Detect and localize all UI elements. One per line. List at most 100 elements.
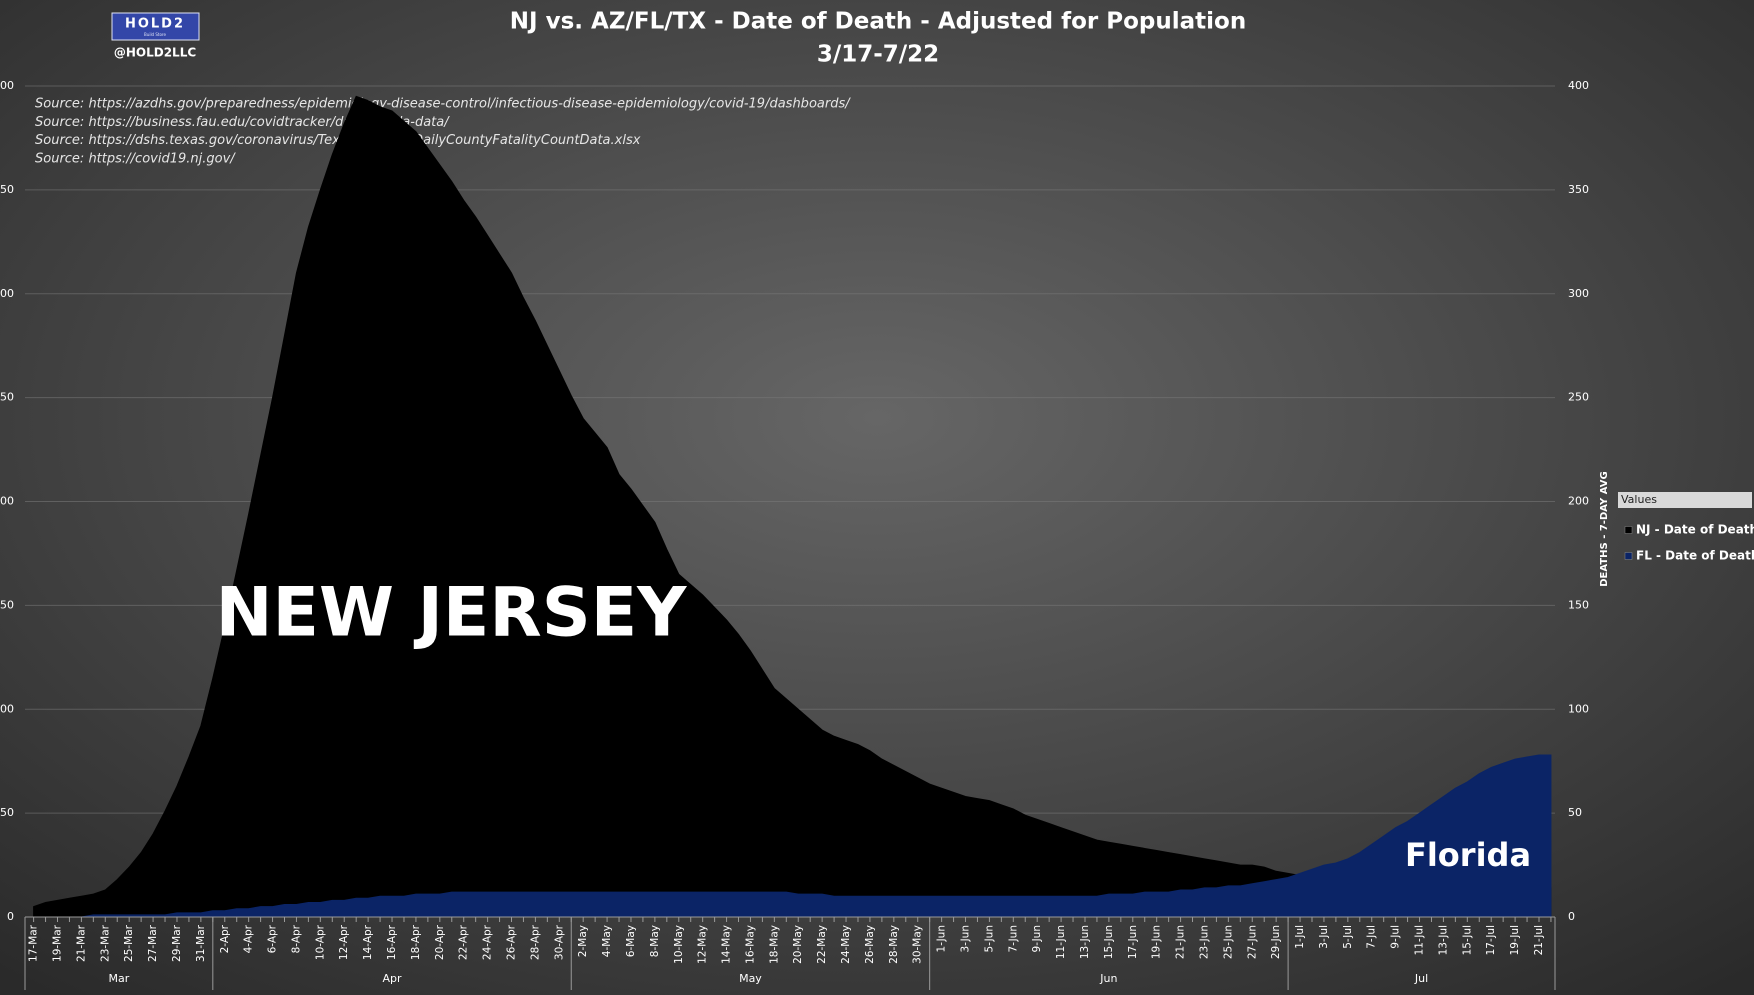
legend-header xyxy=(1618,492,1752,508)
x-tick-label: 24-May xyxy=(840,925,852,964)
logo-tagline: Build Store xyxy=(144,32,166,37)
x-tick-label: 25-Jun xyxy=(1222,925,1234,959)
x-tick-label: 15-Jul xyxy=(1461,925,1473,955)
x-tick-label: 29-Jun xyxy=(1270,925,1282,959)
x-tick-label: 11-Jul xyxy=(1414,925,1426,955)
x-tick-label: 3-Jun xyxy=(960,925,972,952)
x-tick-label: 22-Apr xyxy=(458,924,470,960)
x-tick-label: 9-Jul xyxy=(1390,925,1402,949)
x-tick-label: 15-Jun xyxy=(1103,925,1115,959)
y2-tick-label: 100 xyxy=(1568,702,1589,715)
x-tick-label: 16-May xyxy=(744,925,756,964)
x-tick-label: 23-Jun xyxy=(1198,925,1210,959)
y-axis-label: DEATHS - 7-DAY AVG xyxy=(1599,471,1610,587)
logo-box xyxy=(111,12,200,41)
x-tick-label: 6-May xyxy=(625,925,637,957)
x-tick-label: 19-Mar xyxy=(51,924,63,962)
x-tick-label: 13-Jul xyxy=(1437,925,1449,955)
y2-tick-label: 350 xyxy=(1568,183,1589,196)
logo-handle: @HOLD2LLC xyxy=(114,46,196,60)
x-tick-label: 21-Jun xyxy=(1175,925,1187,959)
source-note: Source: https://covid19.nj.gov/ xyxy=(35,151,236,166)
x-tick-label: 6-Apr xyxy=(267,924,279,953)
x-tick-label: 7-Jun xyxy=(1007,925,1019,952)
x-tick-label: 1-Jul xyxy=(1294,925,1306,949)
x-tick-label: 21-Mar xyxy=(75,924,87,962)
x-tick-label: 19-Jun xyxy=(1151,925,1163,959)
source-note: Source: https://azdhs.gov/preparedness/e… xyxy=(35,97,851,112)
x-tick-label: 10-May xyxy=(673,925,685,964)
y-tick-label: 100 xyxy=(0,702,14,715)
annotation: Florida xyxy=(1405,836,1531,874)
y2-tick-label: 200 xyxy=(1568,495,1589,508)
x-tick-label: 17-Jun xyxy=(1127,925,1139,959)
month-label: May xyxy=(739,972,762,985)
x-tick-label: 26-Apr xyxy=(506,924,518,960)
x-tick-label: 4-May xyxy=(601,925,613,957)
legend-label: FL - Date of Death xyxy=(1636,549,1754,563)
x-tick-label: 16-Apr xyxy=(386,924,398,960)
x-tick-label: 25-Mar xyxy=(123,924,135,962)
month-label: Apr xyxy=(383,972,403,985)
x-tick-label: 3-Jul xyxy=(1318,925,1330,949)
y2-tick-label: 400 xyxy=(1568,79,1589,92)
chart-subtitle: 3/17-7/22 xyxy=(817,42,939,68)
x-tick-label: 4-Apr xyxy=(243,924,255,953)
x-tick-label: 5-Jul xyxy=(1342,925,1354,949)
legend: Values NJ - Date of Death FL - Date of Dea… xyxy=(1618,492,1754,563)
x-tick-label: 28-Apr xyxy=(529,924,541,960)
legend-swatch xyxy=(1624,526,1633,534)
y-tick-label: 350 xyxy=(0,183,14,196)
x-tick-label: 21-Jul xyxy=(1533,925,1545,955)
month-label: Mar xyxy=(109,972,130,985)
y2-tick-label: 300 xyxy=(1568,287,1589,300)
x-tick-label: 18-Apr xyxy=(410,924,422,960)
x-tick-label: 18-May xyxy=(768,925,780,964)
x-tick-label: 5-Jun xyxy=(983,925,995,952)
x-tick-label: 22-May xyxy=(816,925,828,964)
x-tick-label: 2-May xyxy=(577,925,589,957)
month-label: Jul xyxy=(1414,972,1428,985)
x-tick-label: 8-Apr xyxy=(290,924,302,953)
x-tick-label: 17-Jul xyxy=(1485,925,1497,955)
x-tick-label: 20-May xyxy=(792,925,804,964)
y-tick-label: 0 xyxy=(7,910,14,923)
y2-tick-label: 0 xyxy=(1568,910,1575,923)
x-tick-label: 11-Jun xyxy=(1055,925,1067,959)
x-tick-label: 14-Apr xyxy=(362,924,374,960)
x-tick-label: 27-Jun xyxy=(1246,925,1258,959)
month-label: Jun xyxy=(1099,972,1117,985)
x-tick-label: 7-Jul xyxy=(1366,925,1378,949)
chart-title: NJ vs. AZ/FL/TX - Date of Death - Adjust… xyxy=(510,9,1246,35)
x-tick-label: 8-May xyxy=(649,925,661,957)
y2-tick-label: 250 xyxy=(1568,391,1589,404)
y2-tick-label: 150 xyxy=(1568,598,1589,611)
y-tick-label: 50 xyxy=(0,806,14,819)
legend-title: Values xyxy=(1621,493,1657,506)
x-tick-label: 27-Mar xyxy=(147,924,159,962)
x-tick-label: 23-Mar xyxy=(99,924,111,962)
x-tick-label: 19-Jul xyxy=(1509,925,1521,955)
x-tick-label: 12-Apr xyxy=(338,924,350,960)
y-tick-label: 200 xyxy=(0,495,14,508)
annotation: NEW JERSEY xyxy=(216,574,688,653)
x-tick-label: 30-May xyxy=(912,925,924,964)
x-tick-label: 20-Apr xyxy=(434,924,446,960)
legend-swatch xyxy=(1624,552,1633,560)
x-tick-label: 14-May xyxy=(721,925,733,964)
x-tick-label: 1-Jun xyxy=(936,925,948,952)
x-tick-label: 12-May xyxy=(697,925,709,964)
x-tick-label: 9-Jun xyxy=(1031,925,1043,952)
logo: HOLD2 Build Store @HOLD2LLC xyxy=(111,12,200,60)
area xyxy=(33,754,1552,918)
y-tick-label: 300 xyxy=(0,287,14,300)
x-tick-label: 17-Mar xyxy=(28,924,40,962)
logo-brand: HOLD2 xyxy=(125,17,185,32)
x-tick-label: 26-May xyxy=(864,925,876,964)
y2-tick-label: 50 xyxy=(1568,806,1582,819)
x-tick-label: 10-Apr xyxy=(314,924,326,960)
x-tick-label: 31-Mar xyxy=(195,924,207,962)
x-tick-label: 13-Jun xyxy=(1079,925,1091,959)
